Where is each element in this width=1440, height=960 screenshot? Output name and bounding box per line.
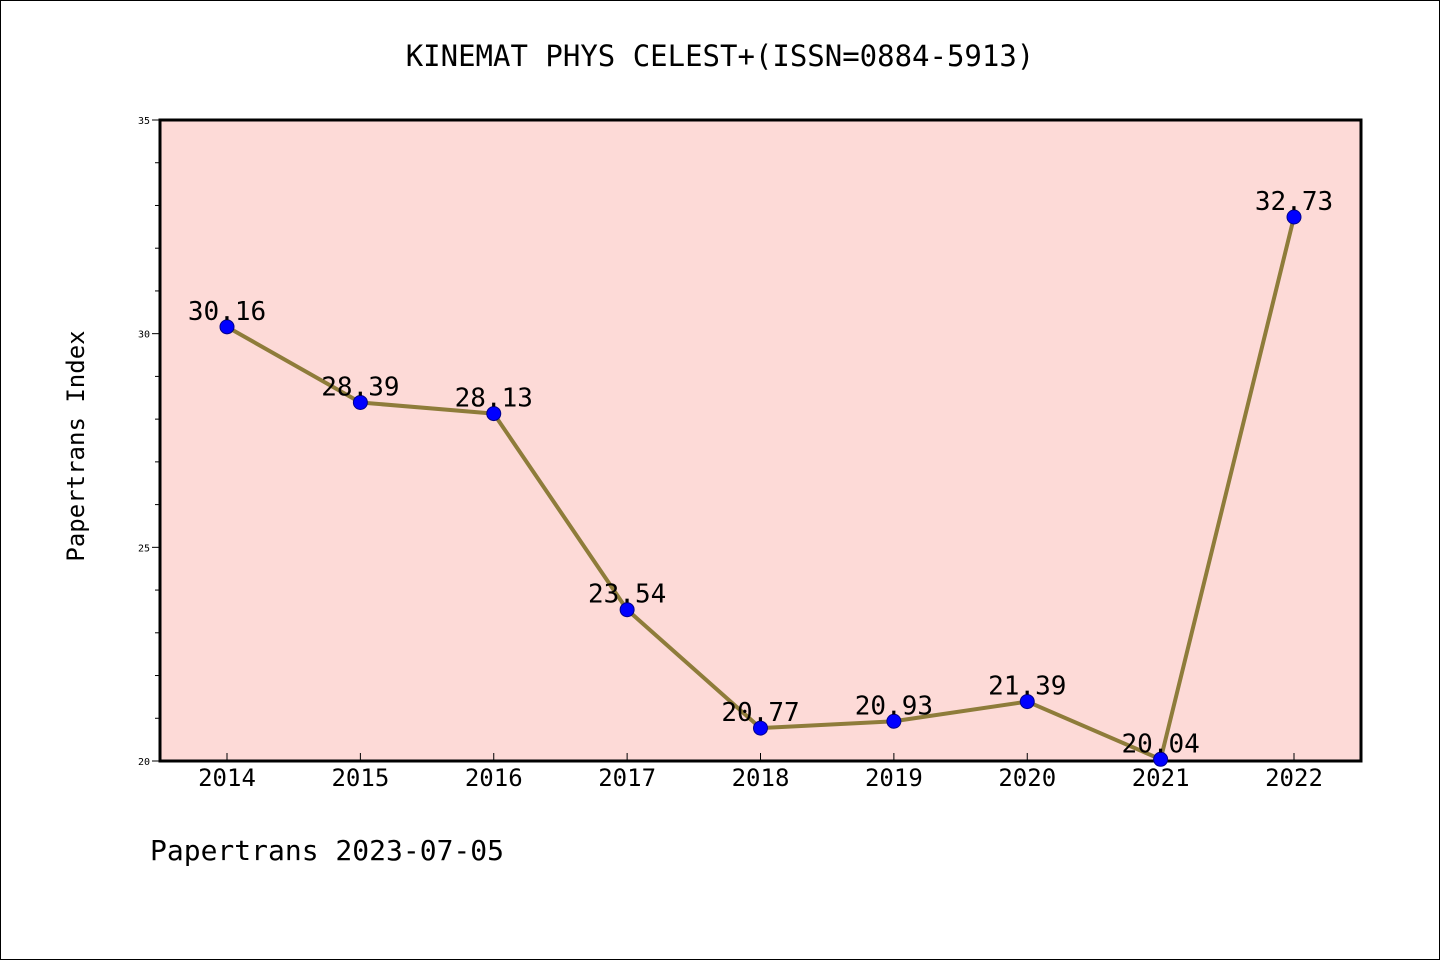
data-label: 28.39 xyxy=(321,372,399,402)
chart-title: KINEMAT PHYS CELEST+(ISSN=0884-5913) xyxy=(406,39,1035,73)
data-label: 28.13 xyxy=(455,384,533,414)
data-point xyxy=(486,406,502,422)
data-label: 23.54 xyxy=(588,580,666,610)
data-point xyxy=(219,319,235,335)
plot-area xyxy=(158,118,1363,763)
x-tick-label: 2019 xyxy=(865,764,923,792)
footer-text: Papertrans 2023-07-05 xyxy=(150,834,505,867)
x-tick-label: 2016 xyxy=(465,764,523,792)
y-axis-label: Papertrans Index xyxy=(62,330,90,561)
x-tick-label: 2018 xyxy=(732,764,790,792)
data-label: 20.04 xyxy=(1121,729,1199,759)
data-label: 20.93 xyxy=(855,691,933,721)
data-label: 20.77 xyxy=(721,698,799,728)
data-point xyxy=(1019,694,1035,710)
y-tick-label: 30 xyxy=(138,330,150,341)
y-axis-ticks: 20 25 30 35 xyxy=(138,116,160,768)
data-point xyxy=(753,720,768,736)
x-tick-label: 2021 xyxy=(1132,764,1190,792)
data-point xyxy=(352,394,368,410)
y-tick-label: 35 xyxy=(138,116,150,127)
data-label: 21.39 xyxy=(988,672,1066,702)
x-axis-ticks: 2014 2015 2016 2017 2018 2019 2020 2021 2022 xyxy=(198,753,1323,792)
data-point xyxy=(886,713,902,729)
x-tick-label: 2022 xyxy=(1265,764,1323,792)
data-point xyxy=(619,602,635,618)
x-tick-label: 2014 xyxy=(198,764,256,792)
x-tick-label: 2017 xyxy=(598,764,656,792)
y-tick-label: 20 xyxy=(138,757,150,768)
y-tick-label: 25 xyxy=(138,543,150,554)
data-label: 32.73 xyxy=(1255,187,1333,217)
series-layer: 30.16 28.39 28.13 23.54 20.77 20.93 21.39 20.04… xyxy=(188,187,1333,767)
data-point xyxy=(1286,209,1302,225)
data-label: 30.16 xyxy=(188,297,266,327)
x-tick-label: 2015 xyxy=(331,764,389,792)
data-point xyxy=(1153,751,1169,767)
x-tick-label: 2020 xyxy=(998,764,1056,792)
